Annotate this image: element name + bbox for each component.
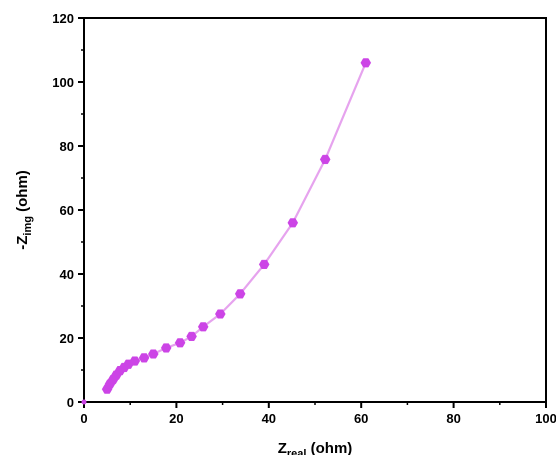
series-line	[106, 62, 367, 390]
x-axis-title-unit: (ohm)	[306, 440, 352, 455]
x-axis-title-main: Z	[278, 440, 287, 455]
data-point	[287, 218, 299, 228]
x-tick-label: 80	[446, 411, 460, 426]
y-axis-title-unit: (ohm)	[14, 170, 31, 216]
y-axis-title-sub: img	[22, 216, 34, 236]
y-tick-label: 100	[52, 75, 74, 90]
series-layer	[81, 58, 372, 405]
y-axis-ticks: 0 20 40 60 80 100 120	[52, 11, 84, 410]
data-point	[258, 259, 270, 269]
y-axis-title-prefix: -Z	[14, 236, 31, 250]
origin-point	[81, 399, 87, 405]
data-point	[138, 353, 150, 363]
plot-area	[83, 17, 547, 403]
data-point	[197, 322, 209, 332]
data-point	[148, 349, 159, 359]
x-tick-label: 60	[354, 411, 368, 426]
data-point	[319, 154, 331, 165]
x-tick-label: 20	[169, 411, 183, 426]
x-axis-ticks: 0 20 40 60 80 100	[80, 402, 556, 426]
y-tick-label: 40	[60, 267, 74, 282]
x-axis-title: Zreal (ohm)	[278, 440, 353, 455]
x-tick-label: 100	[535, 411, 556, 426]
y-tick-label: 20	[60, 331, 74, 346]
y-tick-label: 0	[67, 395, 74, 410]
data-point	[234, 289, 246, 299]
x-axis-title-sub: real	[287, 448, 307, 455]
y-tick-label: 80	[60, 139, 74, 154]
x-tick-label: 0	[80, 411, 87, 426]
data-point	[360, 58, 372, 68]
y-axis-title: -Zimg (ohm)	[14, 170, 34, 250]
data-point	[129, 356, 141, 366]
y-tick-label: 120	[52, 11, 74, 26]
data-point	[215, 309, 226, 319]
data-point	[174, 338, 186, 348]
y-tick-label: 60	[60, 203, 74, 218]
plot-frame	[83, 17, 547, 403]
data-point	[160, 343, 172, 353]
data-point	[186, 331, 197, 341]
x-tick-label: 40	[262, 411, 276, 426]
